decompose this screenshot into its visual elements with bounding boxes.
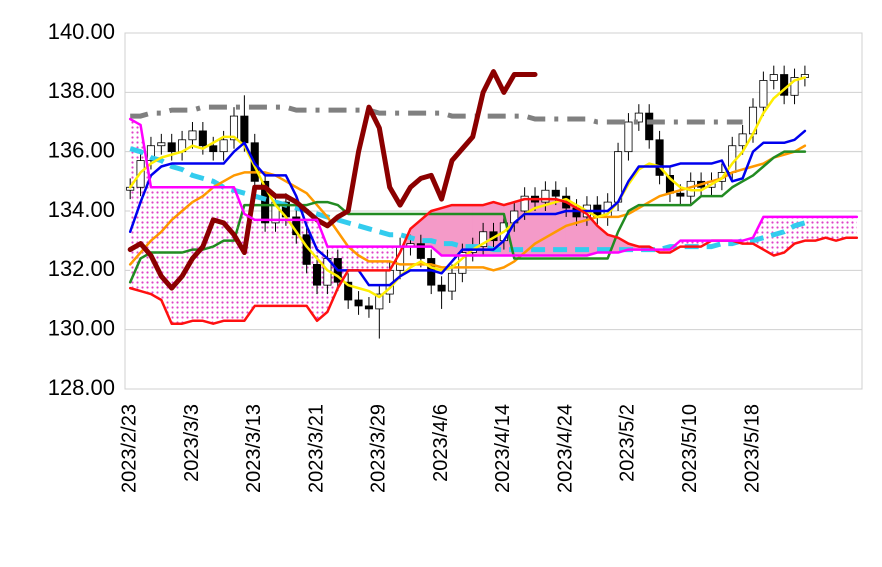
candle-body: [354, 299, 363, 307]
candle-body: [219, 139, 228, 153]
candle-body: [364, 305, 373, 310]
x-tick-label: 2023/3/21: [305, 404, 327, 493]
cloud-segment: [171, 187, 183, 324]
cloud-segment: [836, 216, 847, 241]
line-series: [128, 117, 859, 257]
y-tick-label: 134.00: [48, 197, 115, 222]
cloud-segment: [773, 216, 785, 256]
candle-body: [416, 243, 425, 259]
cloud-segment: [815, 216, 826, 241]
candle-body: [645, 112, 654, 141]
candle-body: [198, 130, 207, 147]
candle-body: [634, 112, 643, 123]
x-tick-label: 2023/2/23: [118, 404, 140, 493]
candle-body: [240, 115, 249, 144]
candle-body: [167, 142, 176, 153]
cloud-segment: [265, 219, 276, 306]
cloud-segment: [763, 216, 774, 256]
y-tick-label: 136.00: [48, 137, 115, 162]
candle-body: [790, 77, 799, 96]
y-tick-label: 132.00: [48, 256, 115, 281]
candle-body: [520, 195, 529, 212]
cloud-segment: [317, 219, 328, 321]
candle-body: [624, 121, 633, 153]
x-tick-label: 2023/3/29: [368, 404, 390, 493]
x-tick-label: 2023/4/6: [430, 404, 452, 482]
y-tick-label: 130.00: [48, 315, 115, 340]
cloud-segment: [202, 187, 214, 324]
cloud-segment: [182, 187, 193, 324]
x-tick-label: 2023/5/10: [679, 404, 701, 493]
cloud-segment: [441, 204, 453, 256]
cloud-segment: [804, 216, 816, 241]
cloud-segment: [368, 246, 380, 271]
candle-body: [447, 272, 457, 292]
x-tick-label: 2023/5/18: [741, 404, 763, 493]
candle-body: [209, 145, 218, 153]
x-tick-label: 2023/5/2: [617, 404, 639, 482]
y-tick-label: 140.00: [48, 19, 115, 44]
line-series: [130, 104, 743, 125]
candle-body: [655, 139, 664, 176]
candle-body: [479, 231, 488, 247]
candle-body: [738, 133, 747, 147]
candle-body: [146, 145, 155, 161]
cloud-segment: [545, 198, 557, 256]
candle-body: [676, 192, 685, 197]
x-tick-label: 2023/4/14: [492, 404, 514, 493]
candle-body: [261, 180, 270, 224]
x-tick-label: 2023/4/24: [554, 404, 576, 493]
line-series: [128, 144, 807, 272]
line-series: [127, 69, 538, 291]
cloud-segment: [285, 219, 297, 306]
candle-body: [157, 142, 166, 147]
cloud-segment: [233, 187, 245, 321]
candle-body: [551, 189, 560, 197]
candle-body: [375, 293, 384, 310]
x-tick-label: 2023/3/3: [181, 404, 203, 482]
cloud-segment: [379, 246, 390, 271]
candle-body: [229, 115, 239, 141]
cloud-segment: [451, 204, 463, 256]
cloud-segment: [825, 216, 837, 241]
candle-body: [313, 263, 322, 286]
cloud-segment: [223, 187, 234, 321]
y-tick-label: 128.00: [48, 375, 115, 400]
candle-body: [541, 189, 550, 203]
candle-body: [437, 284, 446, 292]
candle-body: [344, 281, 353, 301]
cloud-segment: [275, 219, 286, 306]
candle-body: [769, 74, 778, 81]
line-series: [128, 129, 807, 287]
cloud-segment: [846, 216, 857, 238]
cloud-segment: [150, 187, 162, 300]
cloud-segment: [254, 219, 266, 306]
candle-body: [759, 80, 768, 108]
candle-body: [188, 130, 197, 141]
cloud-segment: [213, 187, 224, 324]
y-tick-label: 138.00: [48, 78, 115, 103]
x-tick-label: 2023/3/13: [243, 404, 265, 493]
